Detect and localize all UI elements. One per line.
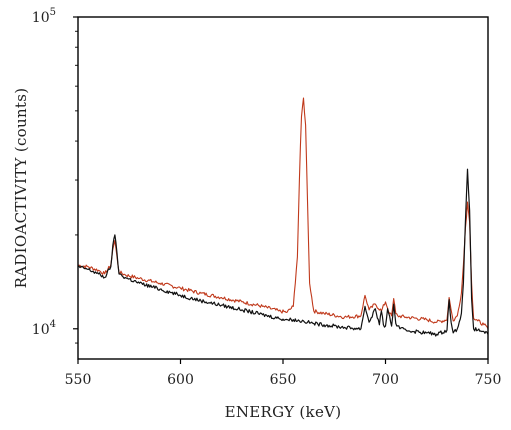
x-tick-label: 650: [270, 372, 297, 388]
y-axis-label: RADIOACTIVITY (counts): [12, 88, 30, 289]
x-tick-label: 550: [65, 372, 92, 388]
y-axis: 104 105: [32, 7, 78, 344]
x-tick-label: 600: [167, 372, 194, 388]
series-layer: [78, 97, 488, 337]
y-tick-label: 104: [32, 319, 56, 338]
x-axis-label: ENERGY (keV): [225, 403, 342, 421]
y-tick-label: 105: [32, 7, 56, 26]
x-tick-label: 700: [372, 372, 399, 388]
series-line-2: [78, 168, 488, 337]
plot-frame: [77, 16, 489, 360]
x-axis: 550 600 650 700 750: [65, 359, 502, 388]
series-line-1: [78, 97, 488, 330]
x-tick-label: 750: [475, 372, 502, 388]
